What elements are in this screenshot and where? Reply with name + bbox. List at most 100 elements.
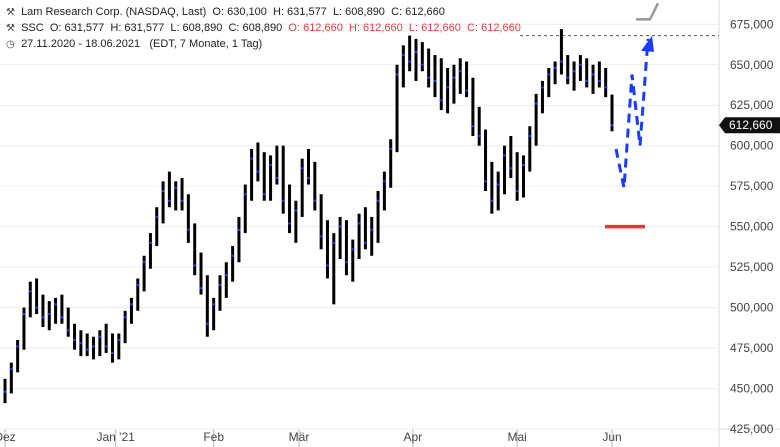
y-axis: 425,000 450,000 475,000 500,000 525,000 550,0… (719, 17, 780, 436)
y-tick-label: 450,000 (730, 382, 774, 396)
bar-range (92, 336, 96, 360)
ohlc-bar (104, 323, 108, 353)
bar-close-tick (553, 66, 557, 69)
bar-range (319, 194, 323, 250)
bar-range (288, 184, 292, 234)
bar-close-tick (28, 290, 32, 293)
x-tick-label: Dez (0, 430, 16, 444)
bar-close-tick (180, 199, 184, 202)
legend-main-high: H: 631,577 (272, 6, 327, 18)
y-tick-label: 650,000 (730, 58, 774, 72)
bar-range (515, 152, 519, 201)
bar-range (351, 239, 355, 282)
bar-range (148, 233, 152, 269)
ohlc-bar (281, 145, 285, 214)
bar-close-tick (218, 283, 222, 286)
y-tick-label: 475,000 (730, 341, 774, 355)
bar-close-tick (319, 235, 323, 238)
bar-range (382, 171, 386, 211)
legend-ssc-name: SSC (21, 22, 44, 34)
ohlc-bar (515, 152, 519, 201)
x-tick-label: Jun (602, 430, 621, 444)
ohlc-bar (477, 106, 481, 146)
ohlc-bar (490, 161, 494, 214)
clock-icon: ◷ (6, 39, 15, 50)
bar-range (231, 246, 235, 282)
ohlc-bar (528, 126, 532, 172)
ohlc-bar (161, 181, 165, 224)
current-price-label: 612,660 (729, 118, 773, 132)
ohlc-bar (408, 35, 412, 72)
ohlc-bar (446, 67, 450, 114)
ohlc-bar (534, 93, 538, 146)
legend-ssc-close: C: 608,890 (228, 22, 283, 34)
bar-range (521, 155, 525, 198)
ohlc-bar (496, 171, 500, 211)
bar-range (294, 200, 298, 243)
bar-range (60, 294, 64, 324)
ohlc-bar (325, 220, 329, 279)
bar-range (414, 38, 418, 81)
bar-range (98, 330, 102, 357)
bar-close-tick (243, 193, 247, 196)
annotations (605, 2, 660, 229)
bar-close-tick (288, 222, 292, 225)
bar-close-tick (281, 199, 285, 202)
ohlc-bar (363, 207, 367, 250)
bar-range (338, 216, 342, 260)
bar-close-tick (547, 73, 551, 76)
x-tick-label: Mär (289, 430, 310, 444)
bar-close-tick (433, 79, 437, 82)
ohlc-bar (142, 255, 146, 292)
bar-close-tick (250, 157, 254, 160)
bar-range (389, 139, 393, 188)
bar-range (9, 362, 13, 394)
bar-close-tick (484, 180, 488, 183)
ohlc-bar (370, 216, 374, 256)
bar-range (199, 252, 203, 295)
ohlc-bar (395, 64, 399, 153)
ohlc-bar (155, 207, 159, 247)
legend-ssc-low: L: 608,890 (170, 22, 223, 34)
ohlc-icon: ⚒ (6, 23, 15, 34)
legend-ssc-high: H: 631,577 (110, 22, 165, 34)
bar-close-tick (73, 338, 77, 341)
ohlc-bar (110, 333, 114, 363)
bar-close-tick (9, 368, 13, 371)
bar-range (193, 223, 197, 276)
ohlc-bar (294, 200, 298, 243)
legend-main: ⚒ Lam Research Corp. (NASDAQ, Last) O: 6… (6, 6, 445, 19)
y-tick-label: 500,000 (730, 301, 774, 315)
ohlc-bar (484, 129, 488, 192)
ohlc-bar (218, 275, 222, 311)
bar-range (129, 297, 133, 324)
bar-close-tick (610, 124, 614, 127)
ohlc-bar (193, 223, 197, 276)
projection-arrowhead (641, 35, 654, 52)
bar-close-tick (458, 70, 462, 73)
bar-range (205, 275, 209, 337)
x-tick-label: Mai (507, 430, 526, 444)
bar-close-tick (167, 199, 171, 202)
bar-range (256, 142, 260, 182)
bar-range (262, 152, 266, 201)
bar-range (66, 307, 70, 337)
ohlc-bar (604, 67, 608, 98)
ohlc-bar (319, 194, 323, 250)
bar-range (503, 145, 507, 195)
y-tick-label: 600,000 (730, 139, 774, 153)
ohlc-bar (357, 213, 361, 260)
ohlc-bar (465, 61, 469, 98)
bar-close-tick (174, 186, 178, 189)
ohlc-bar (3, 378, 7, 404)
ohlc-bar (54, 297, 58, 324)
bar-range (85, 333, 89, 357)
bar-close-tick (41, 316, 45, 319)
bar-close-tick (205, 322, 209, 325)
ohlc-bar (224, 262, 228, 298)
ohlc-bar (123, 310, 127, 344)
legend-ssc-open2: O: 612,660 (288, 22, 343, 34)
ohlc-bar (28, 281, 32, 318)
bar-close-tick (521, 164, 525, 167)
